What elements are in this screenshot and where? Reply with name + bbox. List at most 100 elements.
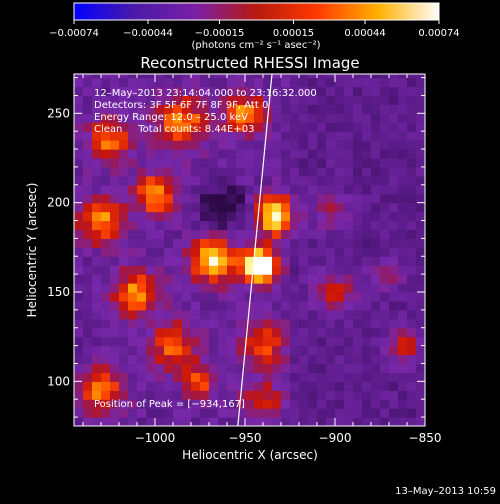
heatmap-cell: [218, 318, 228, 329]
heatmap-cell: [317, 318, 327, 329]
heatmap-cell: [209, 274, 219, 284]
heatmap-cell: [119, 399, 129, 409]
heatmap-cell: [407, 327, 417, 338]
heatmap-cell: [74, 122, 84, 132]
heatmap-cell: [137, 175, 147, 186]
heatmap-cell: [92, 363, 102, 373]
heatmap-cell: [362, 113, 372, 123]
heatmap-cell: [398, 74, 408, 79]
heatmap-cell: [362, 381, 372, 391]
heatmap-cell: [362, 300, 372, 311]
heatmap-cell: [164, 417, 174, 426]
heatmap-cell: [218, 131, 228, 141]
heatmap-cell: [335, 300, 345, 311]
heatmap-cell: [164, 157, 174, 168]
heatmap-cell: [416, 229, 425, 239]
heatmap-cell: [209, 86, 219, 97]
heatmap-cell: [272, 104, 282, 114]
heatmap-cell: [155, 327, 165, 338]
heatmap-cell: [200, 327, 210, 338]
heatmap-cell: [101, 336, 111, 347]
heatmap-cell: [362, 131, 372, 141]
heatmap-cell: [308, 390, 318, 400]
heatmap-cell: [326, 300, 336, 311]
heatmap-cell: [218, 274, 228, 284]
heatmap-cell: [137, 283, 147, 293]
heatmap-cell: [317, 336, 327, 347]
heatmap-cell: [227, 300, 237, 311]
heatmap-cell: [137, 86, 147, 97]
heatmap-cell: [146, 256, 156, 266]
heatmap-cell: [128, 211, 138, 222]
heatmap-cell: [146, 74, 156, 79]
heatmap-cell: [155, 372, 165, 382]
colorbar-tick-label: −0.00074: [49, 28, 99, 39]
heatmap-cell: [389, 149, 399, 159]
heatmap-cell: [119, 131, 129, 141]
heatmap-cell: [227, 238, 237, 248]
heatmap-cell: [308, 122, 318, 132]
heatmap-cell: [74, 318, 84, 329]
heatmap-cell: [92, 220, 102, 231]
heatmap-cell: [74, 291, 84, 302]
heatmap-cell: [317, 372, 327, 382]
heatmap-cell: [245, 399, 255, 409]
heatmap-cell: [272, 256, 282, 266]
heatmap-cell: [200, 122, 210, 132]
heatmap-cell: [191, 291, 201, 302]
heatmap-cell: [308, 256, 318, 266]
heatmap-cell: [209, 372, 219, 382]
heatmap-cell: [254, 363, 264, 373]
heatmap-cell: [146, 336, 156, 347]
x-tick-label: −1000: [135, 431, 176, 445]
heatmap-cell: [416, 166, 425, 177]
heatmap-cell: [209, 77, 219, 88]
heatmap-cell: [254, 229, 264, 239]
heatmap-cell: [218, 381, 228, 391]
heatmap-cell: [335, 184, 345, 195]
heatmap-cell: [218, 408, 228, 418]
heatmap-cell: [245, 74, 255, 79]
heatmap-cell: [101, 408, 111, 418]
heatmap-cell: [344, 354, 354, 365]
heatmap-cell: [245, 381, 255, 391]
heatmap-cell: [155, 336, 165, 347]
heatmap-cell: [218, 211, 228, 222]
heatmap-cell: [227, 408, 237, 418]
heatmap-cell: [380, 408, 390, 418]
heatmap-cell: [326, 256, 336, 266]
heatmap-cell: [344, 283, 354, 293]
heatmap-cell: [119, 157, 129, 168]
heatmap-cell: [362, 372, 372, 382]
heatmap-cell: [200, 193, 210, 204]
heatmap-cell: [317, 256, 327, 266]
heatmap-cell: [407, 363, 417, 373]
heatmap-cell: [128, 318, 138, 329]
heatmap-cell: [218, 372, 228, 382]
heatmap-cell: [380, 274, 390, 284]
heatmap-cell: [398, 193, 408, 204]
heatmap-cell: [263, 265, 273, 275]
heatmap-cell: [164, 390, 174, 400]
heatmap-cell: [209, 104, 219, 114]
heatmap-cell: [191, 283, 201, 293]
y-axis-label: Heliocentric Y (arcsec): [25, 183, 39, 318]
heatmap-cell: [182, 149, 192, 159]
heatmap-cell: [326, 309, 336, 320]
heatmap-cell: [137, 291, 147, 302]
heatmap-cell: [182, 381, 192, 391]
heatmap-cell: [290, 274, 300, 284]
heatmap-cell: [155, 202, 165, 213]
heatmap-cell: [335, 77, 345, 88]
heatmap-cell: [236, 77, 246, 88]
heatmap-cell: [407, 318, 417, 329]
heatmap-cell: [308, 363, 318, 373]
heatmap-cell: [155, 140, 165, 150]
heatmap-cell: [236, 363, 246, 373]
heatmap-cell: [110, 113, 120, 123]
heatmap-cell: [119, 256, 129, 266]
heatmap-cell: [218, 229, 228, 239]
heatmap-cell: [173, 202, 183, 213]
heatmap-cell: [101, 300, 111, 311]
heatmap-cell: [236, 211, 246, 222]
